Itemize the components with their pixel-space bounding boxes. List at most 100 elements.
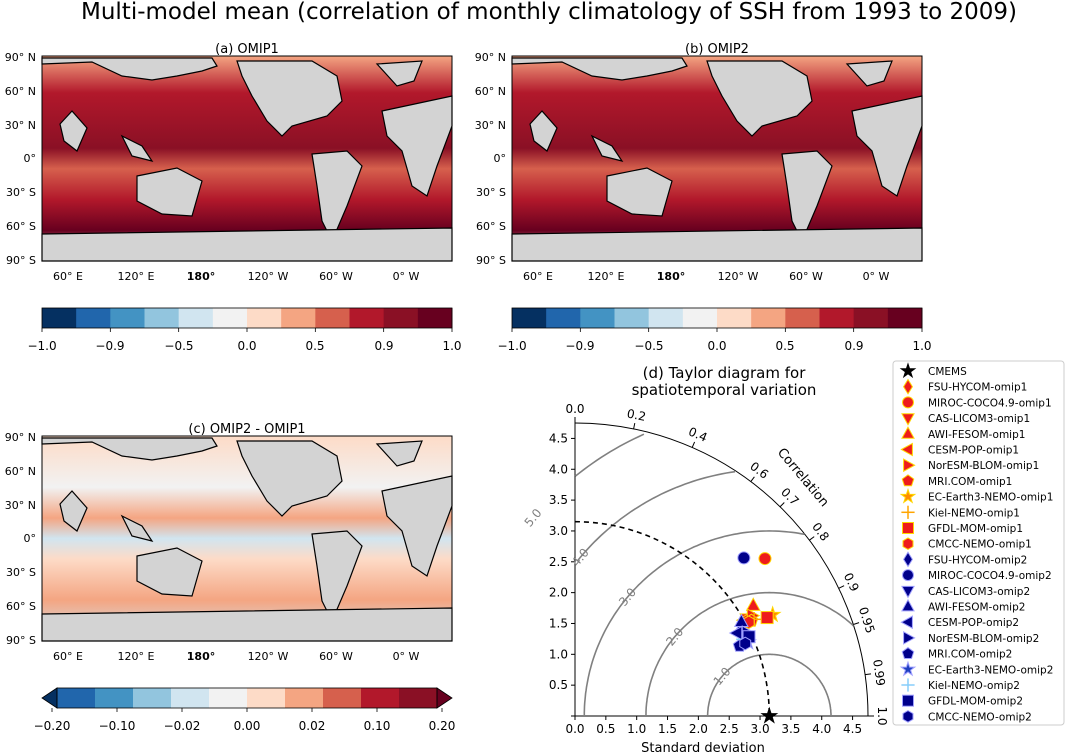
taylor-title-line: spatiotemporal variation [632, 381, 817, 399]
corr-tick-mark [691, 441, 696, 448]
legend-label: EC-Earth3-NEMO-omip2 [928, 664, 1053, 676]
lon-label: 0° W [393, 270, 420, 283]
lat-label: 30° N [5, 119, 36, 132]
taylor-diagram: (d) Taylor diagram for spatiotemporal var… [522, 364, 889, 754]
lat-label: 90° N [5, 431, 36, 444]
lat-labels-b: 90° N 60° N 30° N 0° 30° S 60° S 90° S [475, 51, 506, 267]
colorbar-cell [399, 688, 438, 708]
colorbar-tick: 0.10 [364, 719, 391, 733]
colorbar-tick: −0.02 [164, 719, 201, 733]
colorbar-cell [178, 308, 214, 328]
sd-tick-label-y: 1.0 [549, 647, 568, 661]
legend-marker [901, 426, 915, 439]
colorbar-cell [171, 688, 210, 708]
corr-tick-label: 1.0 [875, 706, 889, 725]
map-panel-c: (c) OMIP2 - OMIP1 90° N 60° N 30° N 0° 3… [5, 422, 456, 733]
sd-tick-label-x: 3.5 [781, 722, 800, 736]
correlation-axis-label: Correlation [774, 445, 832, 510]
lat-label: 90° N [475, 51, 506, 64]
map-frame-b [511, 55, 923, 262]
colorbar-tick: −0.20 [34, 719, 71, 733]
colorbar-cell [281, 308, 316, 328]
rms-circle [583, 530, 805, 716]
legend-marker [901, 585, 915, 599]
map-panel-a: (a) OMIP1 90° N 60° N 30° N 0° 30° S 60°… [5, 42, 462, 353]
sd-tick-label-y: 0.5 [549, 678, 568, 692]
lon-label: 120° E [588, 270, 625, 283]
colorbar-tick: 0.0 [237, 339, 256, 353]
taylor-title-line: (d) Taylor diagram for [643, 364, 807, 382]
lat-label: 60° N [475, 85, 506, 98]
colorbar-cell [361, 688, 400, 708]
land-mask-b [511, 57, 923, 262]
map-title-a: (a) OMIP1 [215, 42, 279, 57]
lat-labels-a: 90° N 60° N 30° N 0° 30° S 60° S 90° S [5, 51, 36, 267]
legend-marker [899, 660, 917, 677]
colorbar-tick: −0.5 [634, 339, 663, 353]
colorbar-cell [512, 308, 547, 328]
colorbar-tick: 0.00 [234, 719, 261, 733]
lat-label: 60° N [5, 465, 36, 478]
legend-marker [901, 646, 915, 659]
land-mask-c [41, 437, 453, 642]
corr-tick-mark [779, 502, 785, 508]
colorbar-cell [546, 308, 581, 328]
legend-label: CMCC-NEMO-omip1 [928, 539, 1032, 551]
colorbar-tick: −0.10 [99, 719, 136, 733]
lon-label: 60° W [789, 270, 823, 283]
legend-marker [899, 362, 917, 379]
legend-label: Kiel-NEMO-omip1 [928, 507, 1020, 519]
reference-sd-arc [574, 520, 771, 717]
sd-tick-label-x: 1.5 [658, 722, 677, 736]
legend-marker [902, 694, 914, 707]
colorbar-cell [417, 308, 453, 328]
corr-tick-mark [633, 422, 636, 430]
lon-label: 0° W [863, 270, 890, 283]
rms-circle [576, 470, 736, 562]
colorbar-cell [785, 308, 820, 328]
land-mask-a [41, 57, 453, 262]
lon-label: 120° W [248, 650, 289, 663]
taylor-legend: CMEMS FSU-HYCOM-omip1 MIROC-COCO4.9-omip1 C… [892, 360, 1065, 726]
legend-label: CMEMS [928, 366, 967, 378]
legend-label: GFDL-MOM-omip1 [928, 523, 1023, 535]
legend-marker [902, 522, 914, 534]
sd-tick-label-y: 3.0 [549, 524, 568, 538]
lat-label: 90° N [5, 51, 36, 64]
map-frame-a [41, 55, 453, 262]
taylor-point [760, 611, 774, 625]
colorbar-cell [247, 308, 282, 328]
legend-label: CAS-LICOM3-omip2 [928, 586, 1030, 598]
taylor-point [737, 551, 751, 565]
colorbar-cell [751, 308, 786, 328]
colorbar-cell [614, 308, 650, 328]
legend-label: FSU-HYCOM-omip1 [928, 382, 1027, 394]
map-title-c: (c) OMIP2 - OMIP1 [188, 422, 305, 437]
taylor-point [739, 636, 752, 651]
colorbar-cell [887, 308, 923, 328]
sd-tick-label-x: 4.0 [812, 722, 831, 736]
legend-label: MRI.COM-omip1 [928, 476, 1012, 488]
map-panel-b: (b) OMIP2 90° N 60° N 30° N 0° 30° S 60°… [475, 42, 932, 353]
colorbar-tick: 0.5 [775, 339, 794, 353]
colorbar-tick: −1.0 [27, 339, 56, 353]
colorbar-ticks-a: −1.0 −0.9 −0.5 0.0 0.5 0.9 1.0 [27, 339, 461, 353]
colorbar-cell [580, 308, 615, 328]
sd-tick-label-y: 1.5 [549, 616, 568, 630]
sd-tick-label-x: 4.5 [843, 722, 862, 736]
taylor-point [760, 706, 779, 724]
colorbar-tick: −0.9 [95, 339, 124, 353]
legend-marker [901, 413, 915, 426]
corr-tick-label: 0.9 [841, 571, 862, 594]
lat-label: 60° S [476, 220, 506, 233]
legend-marker [900, 442, 913, 457]
lon-label: 180° [187, 650, 215, 663]
sd-tick-label-y: 2.5 [549, 555, 568, 569]
legend-label: NorESM-BLOM-omip2 [928, 633, 1039, 645]
sd-tick-label-y: 4.0 [549, 462, 568, 476]
taylor-point [758, 552, 772, 566]
colorbar-tick: 0.02 [299, 719, 326, 733]
colorbar-cell [212, 308, 248, 328]
colorbar-b: −1.0 −0.9 −0.5 0.0 0.5 0.9 1.0 [497, 307, 932, 353]
